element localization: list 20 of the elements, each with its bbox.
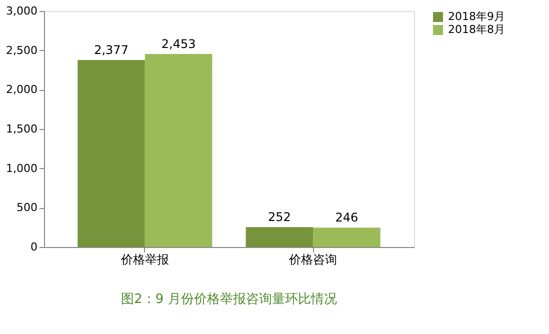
y-tick-label: 500	[16, 201, 38, 214]
y-tick-label: 2,000	[6, 83, 38, 96]
y-tick-label: 2,500	[6, 44, 38, 57]
x-tick-label: 价格举报	[120, 252, 169, 266]
y-tick-label: 1,000	[6, 162, 38, 175]
legend-label: 2018年8月	[448, 23, 505, 36]
x-tick-label: 价格咨询	[288, 252, 338, 266]
data-label: 246	[335, 210, 358, 225]
bar	[144, 54, 212, 247]
data-label: 252	[268, 210, 291, 224]
bar	[246, 227, 314, 247]
y-tick-label: 3,000	[6, 4, 38, 18]
data-label: 2,377	[94, 43, 128, 58]
data-label: 2,453	[161, 37, 196, 52]
legend-label: 2018年9月	[448, 10, 505, 23]
bar	[78, 60, 145, 247]
caption: 图2：9 月份价格举报咨询量环比情况	[121, 292, 337, 307]
y-tick-label: 1,500	[6, 122, 38, 136]
bar	[313, 228, 380, 247]
y-tick-label: 0	[30, 240, 38, 254]
